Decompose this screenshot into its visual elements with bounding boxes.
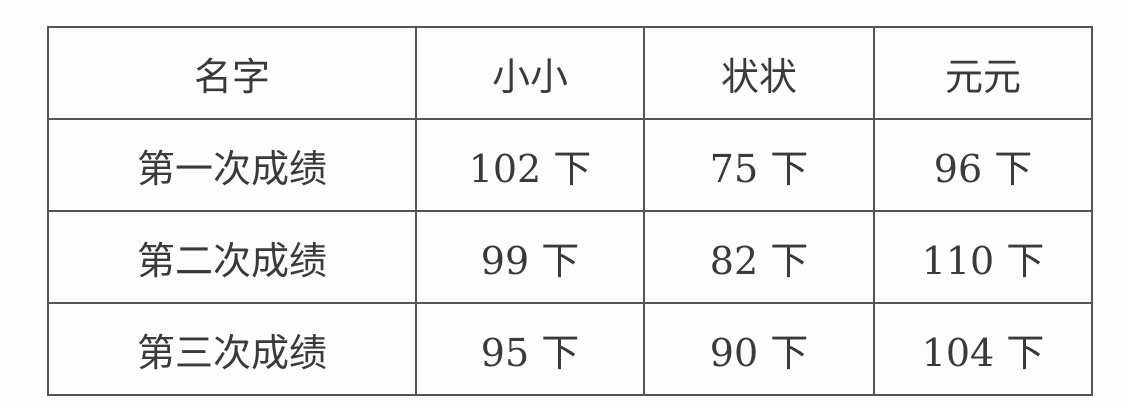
header-cell: 小小 [415,26,645,120]
row-label: 第三次成绩 [47,302,417,396]
header-cell: 元元 [873,26,1093,120]
table-cell: 104 下 [873,302,1093,396]
row-label: 第一次成绩 [47,118,417,212]
table-header-row: 名字 小小 状状 元元 [47,26,1093,120]
header-cell: 状状 [643,26,875,120]
scores-table: 名字 小小 状状 元元 第一次成绩 102 下 75 下 96 下 第二次成绩 … [47,26,1093,396]
table-row: 第三次成绩 95 下 90 下 104 下 [47,302,1093,396]
table-cell: 99 下 [415,210,645,304]
table-cell: 96 下 [873,118,1093,212]
table-cell: 82 下 [643,210,875,304]
table-cell: 110 下 [873,210,1093,304]
table-cell: 95 下 [415,302,645,396]
table-cell: 75 下 [643,118,875,212]
table-cell: 90 下 [643,302,875,396]
table-row: 第二次成绩 99 下 82 下 110 下 [47,210,1093,304]
row-label: 第二次成绩 [47,210,417,304]
table-cell: 102 下 [415,118,645,212]
header-cell: 名字 [47,26,417,120]
table-row: 第一次成绩 102 下 75 下 96 下 [47,118,1093,212]
